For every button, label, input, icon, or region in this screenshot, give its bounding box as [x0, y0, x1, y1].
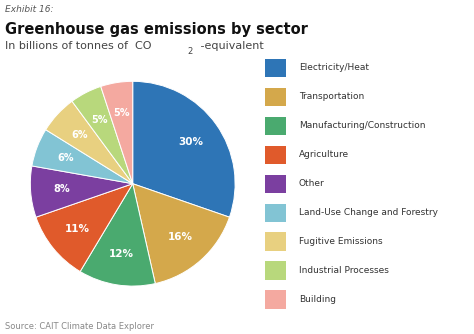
Wedge shape: [32, 130, 133, 184]
Text: Industrial Processes: Industrial Processes: [299, 266, 389, 275]
Wedge shape: [80, 184, 155, 286]
Bar: [265, 203, 286, 222]
Text: Agriculture: Agriculture: [299, 150, 349, 159]
Bar: [265, 262, 286, 280]
Wedge shape: [133, 81, 235, 217]
Text: Other: Other: [299, 179, 325, 188]
Wedge shape: [133, 184, 229, 284]
Text: 30%: 30%: [179, 137, 204, 147]
Text: Manufacturing/Construction: Manufacturing/Construction: [299, 121, 425, 130]
Text: In billions of tonnes of  CO: In billions of tonnes of CO: [5, 41, 151, 51]
Bar: [265, 175, 286, 193]
Text: Land-Use Change and Forestry: Land-Use Change and Forestry: [299, 208, 438, 217]
Bar: [265, 88, 286, 106]
Text: Transportation: Transportation: [299, 93, 364, 101]
Wedge shape: [72, 87, 133, 184]
Wedge shape: [46, 101, 133, 184]
Wedge shape: [101, 81, 133, 184]
Text: 11%: 11%: [64, 224, 90, 234]
Bar: [265, 146, 286, 164]
Bar: [265, 290, 286, 309]
Text: 6%: 6%: [57, 153, 74, 163]
Bar: [265, 232, 286, 251]
Text: Exhibit 16:: Exhibit 16:: [5, 5, 53, 14]
Wedge shape: [36, 184, 133, 272]
Wedge shape: [30, 166, 133, 217]
Text: 8%: 8%: [53, 184, 70, 194]
Text: -equivalent: -equivalent: [197, 41, 264, 51]
Text: 2: 2: [187, 47, 192, 56]
Text: Source: CAIT Climate Data Explorer: Source: CAIT Climate Data Explorer: [5, 322, 154, 331]
Bar: [265, 59, 286, 77]
Text: Greenhouse gas emissions by sector: Greenhouse gas emissions by sector: [5, 22, 308, 37]
Text: 16%: 16%: [168, 232, 193, 242]
Text: Building: Building: [299, 295, 336, 304]
Text: 12%: 12%: [109, 249, 134, 260]
Text: 5%: 5%: [91, 115, 108, 125]
Text: 6%: 6%: [72, 130, 88, 140]
Text: Fugitive Emissions: Fugitive Emissions: [299, 237, 383, 246]
Bar: [265, 117, 286, 135]
Text: Electricity/Heat: Electricity/Heat: [299, 63, 369, 72]
Text: 5%: 5%: [113, 108, 130, 118]
